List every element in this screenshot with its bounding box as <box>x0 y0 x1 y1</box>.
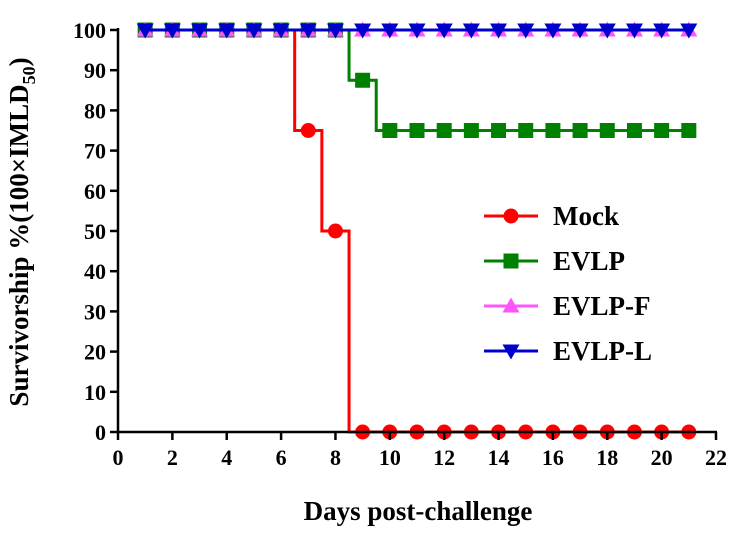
x-tick-label: 14 <box>488 445 510 470</box>
data-point-evlp-l <box>490 23 508 39</box>
x-tick-label: 12 <box>433 445 455 470</box>
data-point-evlp <box>518 123 534 138</box>
data-point-mock <box>300 123 316 138</box>
x-tick-label: 20 <box>651 445 673 470</box>
x-tick-label: 8 <box>330 445 341 470</box>
x-tick-label: 22 <box>705 445 727 470</box>
x-tick-label: 2 <box>167 445 178 470</box>
data-point-evlp-l <box>245 23 263 39</box>
legend-item-mock: Mock <box>484 201 619 231</box>
ticks-layer: 0 10 20 30 40 50 60 70 80 90 100 0 2 4 6 8 10 12 14 16 18 20 2… <box>73 18 727 470</box>
data-point-evlp <box>626 123 642 138</box>
data-point-evlp-l <box>163 23 181 39</box>
y-tick-label: 100 <box>73 18 106 43</box>
legend-label: Mock <box>553 201 619 231</box>
data-point-evlp-l <box>381 23 399 39</box>
data-point-evlp <box>463 123 479 138</box>
data-point-evlp-l <box>272 23 290 39</box>
data-point-evlp <box>436 123 452 138</box>
series-evlp-l <box>136 23 698 39</box>
data-point-evlp <box>382 123 398 138</box>
y-tick-label: 10 <box>84 380 106 405</box>
y-tick-label: 80 <box>84 98 106 123</box>
legend-marker <box>502 344 520 360</box>
data-point-evlp-l <box>625 23 643 39</box>
y-tick-label: 20 <box>84 340 106 365</box>
y-tick-label: 70 <box>84 139 106 164</box>
series-line-mock <box>145 28 689 434</box>
x-tick-label: 18 <box>596 445 618 470</box>
series-mock <box>137 22 697 440</box>
y-axis-title-close: ) <box>4 57 34 66</box>
y-tick-label: 30 <box>84 299 106 324</box>
x-tick-label: 10 <box>379 445 401 470</box>
y-tick-label: 90 <box>84 58 106 83</box>
axes-layer <box>116 28 717 434</box>
x-tick-label: 0 <box>113 445 124 470</box>
legend-marker <box>503 208 519 224</box>
y-axis-title-subscript: 50 <box>19 66 39 84</box>
data-point-evlp <box>572 123 588 138</box>
y-axis-title-main: Survivorship %(100×IMLD <box>4 84 34 406</box>
data-point-evlp <box>599 123 615 138</box>
data-point-evlp-l <box>680 23 698 39</box>
data-point-evlp-l <box>191 23 209 39</box>
data-point-evlp <box>355 72 371 88</box>
x-axis-title: Days post-challenge <box>304 496 533 526</box>
data-point-evlp-l <box>408 23 426 39</box>
data-point-evlp-l <box>462 23 480 39</box>
data-point-evlp <box>681 123 697 138</box>
legend-marker <box>502 297 520 313</box>
x-tick-label: 16 <box>542 445 564 470</box>
data-point-evlp-l <box>435 23 453 39</box>
legend-marker <box>503 253 519 269</box>
y-tick-label: 40 <box>84 259 106 284</box>
legend-item-evlp-f: EVLP-F <box>484 291 651 321</box>
data-point-evlp-l <box>218 23 236 39</box>
x-tick-label: 6 <box>276 445 287 470</box>
series-evlp <box>137 22 697 138</box>
y-tick-label: 50 <box>84 219 106 244</box>
legend-label: EVLP-F <box>553 291 651 321</box>
legend: Mock EVLP EVLP-F EVLP-L <box>484 201 652 366</box>
data-point-evlp-l <box>653 23 671 39</box>
data-point-evlp-l <box>544 23 562 39</box>
data-point-evlp-l <box>136 23 154 39</box>
data-point-evlp <box>654 123 670 138</box>
x-tick-label: 4 <box>221 445 232 470</box>
data-point-evlp-l <box>517 23 535 39</box>
data-point-evlp-l <box>571 23 589 39</box>
y-tick-label: 0 <box>95 420 106 445</box>
data-point-evlp <box>491 123 507 138</box>
series-line-evlp <box>145 28 689 132</box>
legend-label: EVLP-L <box>553 336 652 366</box>
legend-item-evlp-l: EVLP-L <box>484 336 652 366</box>
data-point-evlp <box>545 123 561 138</box>
y-axis-title: Survivorship %(100×IMLD50) <box>4 57 39 406</box>
data-point-evlp-l <box>598 23 616 39</box>
legend-item-evlp: EVLP <box>484 246 625 276</box>
legend-label: EVLP <box>553 246 625 276</box>
data-point-evlp-l <box>326 23 344 39</box>
y-tick-label: 60 <box>84 179 106 204</box>
data-point-mock <box>327 223 343 239</box>
data-point-evlp-l <box>354 23 372 39</box>
data-point-evlp <box>409 123 425 138</box>
data-point-evlp-l <box>299 23 317 39</box>
